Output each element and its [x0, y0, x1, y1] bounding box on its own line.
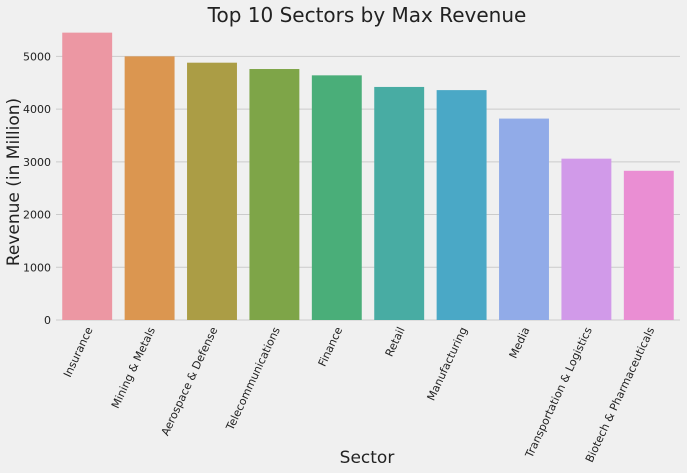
bar-finance: [311, 75, 362, 320]
y-tick-label: 0: [44, 314, 51, 327]
y-tick-label: 1000: [23, 261, 51, 274]
x-tick-label: Transportation & Logistics: [522, 325, 595, 461]
x-tick-label: Manufacturing: [425, 325, 470, 403]
y-tick-label: 3000: [23, 156, 51, 169]
bar-retail: [374, 86, 425, 320]
bar-manufacturing: [436, 90, 487, 320]
bar-transportation-logistics: [561, 158, 612, 320]
x-tick-label: Aerospace & Defense: [159, 325, 221, 438]
x-tick-label: Media: [507, 325, 533, 360]
bar-mining-metals: [124, 56, 175, 320]
bar-biotech-pharmaceuticals: [623, 170, 674, 320]
x-tick-label: Mining & Metals: [109, 325, 158, 411]
x-tick-label: Retail: [383, 325, 408, 359]
x-tick-label: Finance: [316, 325, 346, 369]
x-axis-ticks: Insurance Mining & Metals Aerospace & Defe…: [61, 325, 657, 465]
x-axis-label: Sector: [340, 448, 395, 468]
y-axis-label: Revenue (in Million): [4, 98, 24, 266]
bar-aerospace-defense: [187, 62, 237, 320]
y-tick-label: 4000: [23, 103, 51, 116]
bar-telecommunications: [249, 69, 300, 320]
bar-insurance: [62, 32, 113, 321]
bar-media: [499, 118, 549, 320]
x-tick-label: Insurance: [61, 325, 96, 380]
x-tick-label: Biotech & Pharmaceuticals: [583, 325, 657, 465]
y-axis-ticks: 0 1000 2000 3000 4000 5000: [23, 50, 51, 327]
y-tick-label: 5000: [23, 50, 51, 63]
x-tick-label: Telecommunications: [223, 325, 283, 433]
chart-title: Top 10 Sectors by Max Revenue: [207, 3, 527, 27]
bars: [62, 32, 674, 321]
y-tick-label: 2000: [23, 209, 51, 222]
